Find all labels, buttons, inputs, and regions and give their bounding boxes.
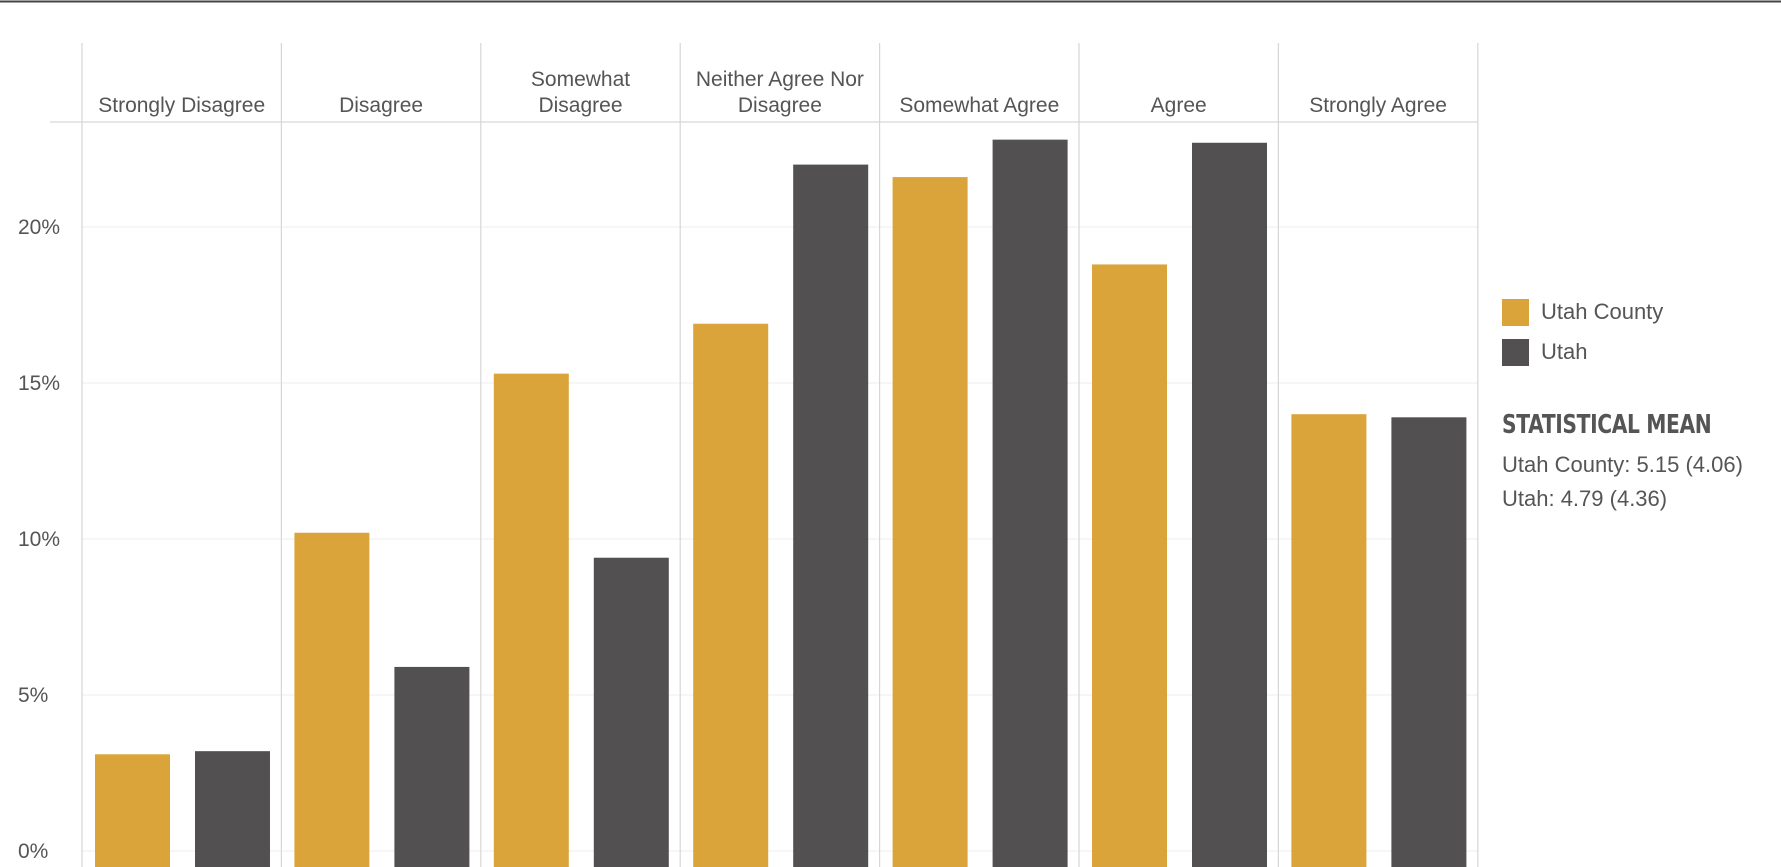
bar-utah [593, 557, 669, 867]
category-label: Disagree [339, 94, 423, 117]
category-label: Disagree [738, 94, 822, 117]
bar-utah-county [493, 373, 569, 867]
legend-item-utah-county: Utah County [1502, 292, 1663, 332]
bar-utah [793, 164, 869, 867]
y-tick-label: 0% [18, 840, 48, 863]
category-label: Somewhat [531, 68, 630, 91]
bar-utah [195, 751, 270, 867]
bar-utah-county [693, 323, 769, 867]
legend-label: Utah County [1541, 299, 1664, 324]
category-label: Agree [1151, 94, 1207, 117]
statistical-mean-utah: Utah: 4.79 (4.36) [1502, 486, 1668, 511]
legend-item-utah: Utah [1502, 332, 1663, 372]
bar-utah-county [294, 532, 370, 867]
statistical-mean-title: STATISTICAL MEAN [1502, 410, 1712, 440]
category-label: Strongly Disagree [98, 94, 265, 117]
statistical-mean-panel: STATISTICAL MEAN Utah County: 5.15 (4.06… [1502, 410, 1770, 516]
legend: Utah County Utah [1502, 292, 1663, 372]
bar-utah-county [1291, 414, 1367, 867]
category-label: Neither Agree Nor [696, 68, 864, 91]
bar-utah-county [95, 754, 170, 867]
y-tick-label: 20% [18, 216, 60, 239]
y-tick-label: 5% [18, 684, 48, 707]
legend-swatch-utah [1502, 338, 1529, 366]
y-tick-label: 10% [18, 528, 60, 551]
bar-utah [992, 139, 1068, 867]
legend-swatch-utah-county [1502, 298, 1529, 326]
y-tick-label: 15% [18, 372, 60, 395]
category-label: Disagree [538, 94, 622, 117]
bar-utah [394, 666, 470, 867]
bar-utah [1391, 417, 1467, 867]
category-label: Somewhat Agree [899, 94, 1059, 117]
statistical-mean-utah-county: Utah County: 5.15 (4.06) [1502, 452, 1743, 477]
category-label: Strongly Agree [1309, 94, 1447, 117]
bar-utah-county [892, 177, 968, 867]
bar-utah-county [1092, 264, 1167, 867]
legend-label: Utah [1541, 339, 1588, 364]
bar-utah [1192, 142, 1267, 867]
